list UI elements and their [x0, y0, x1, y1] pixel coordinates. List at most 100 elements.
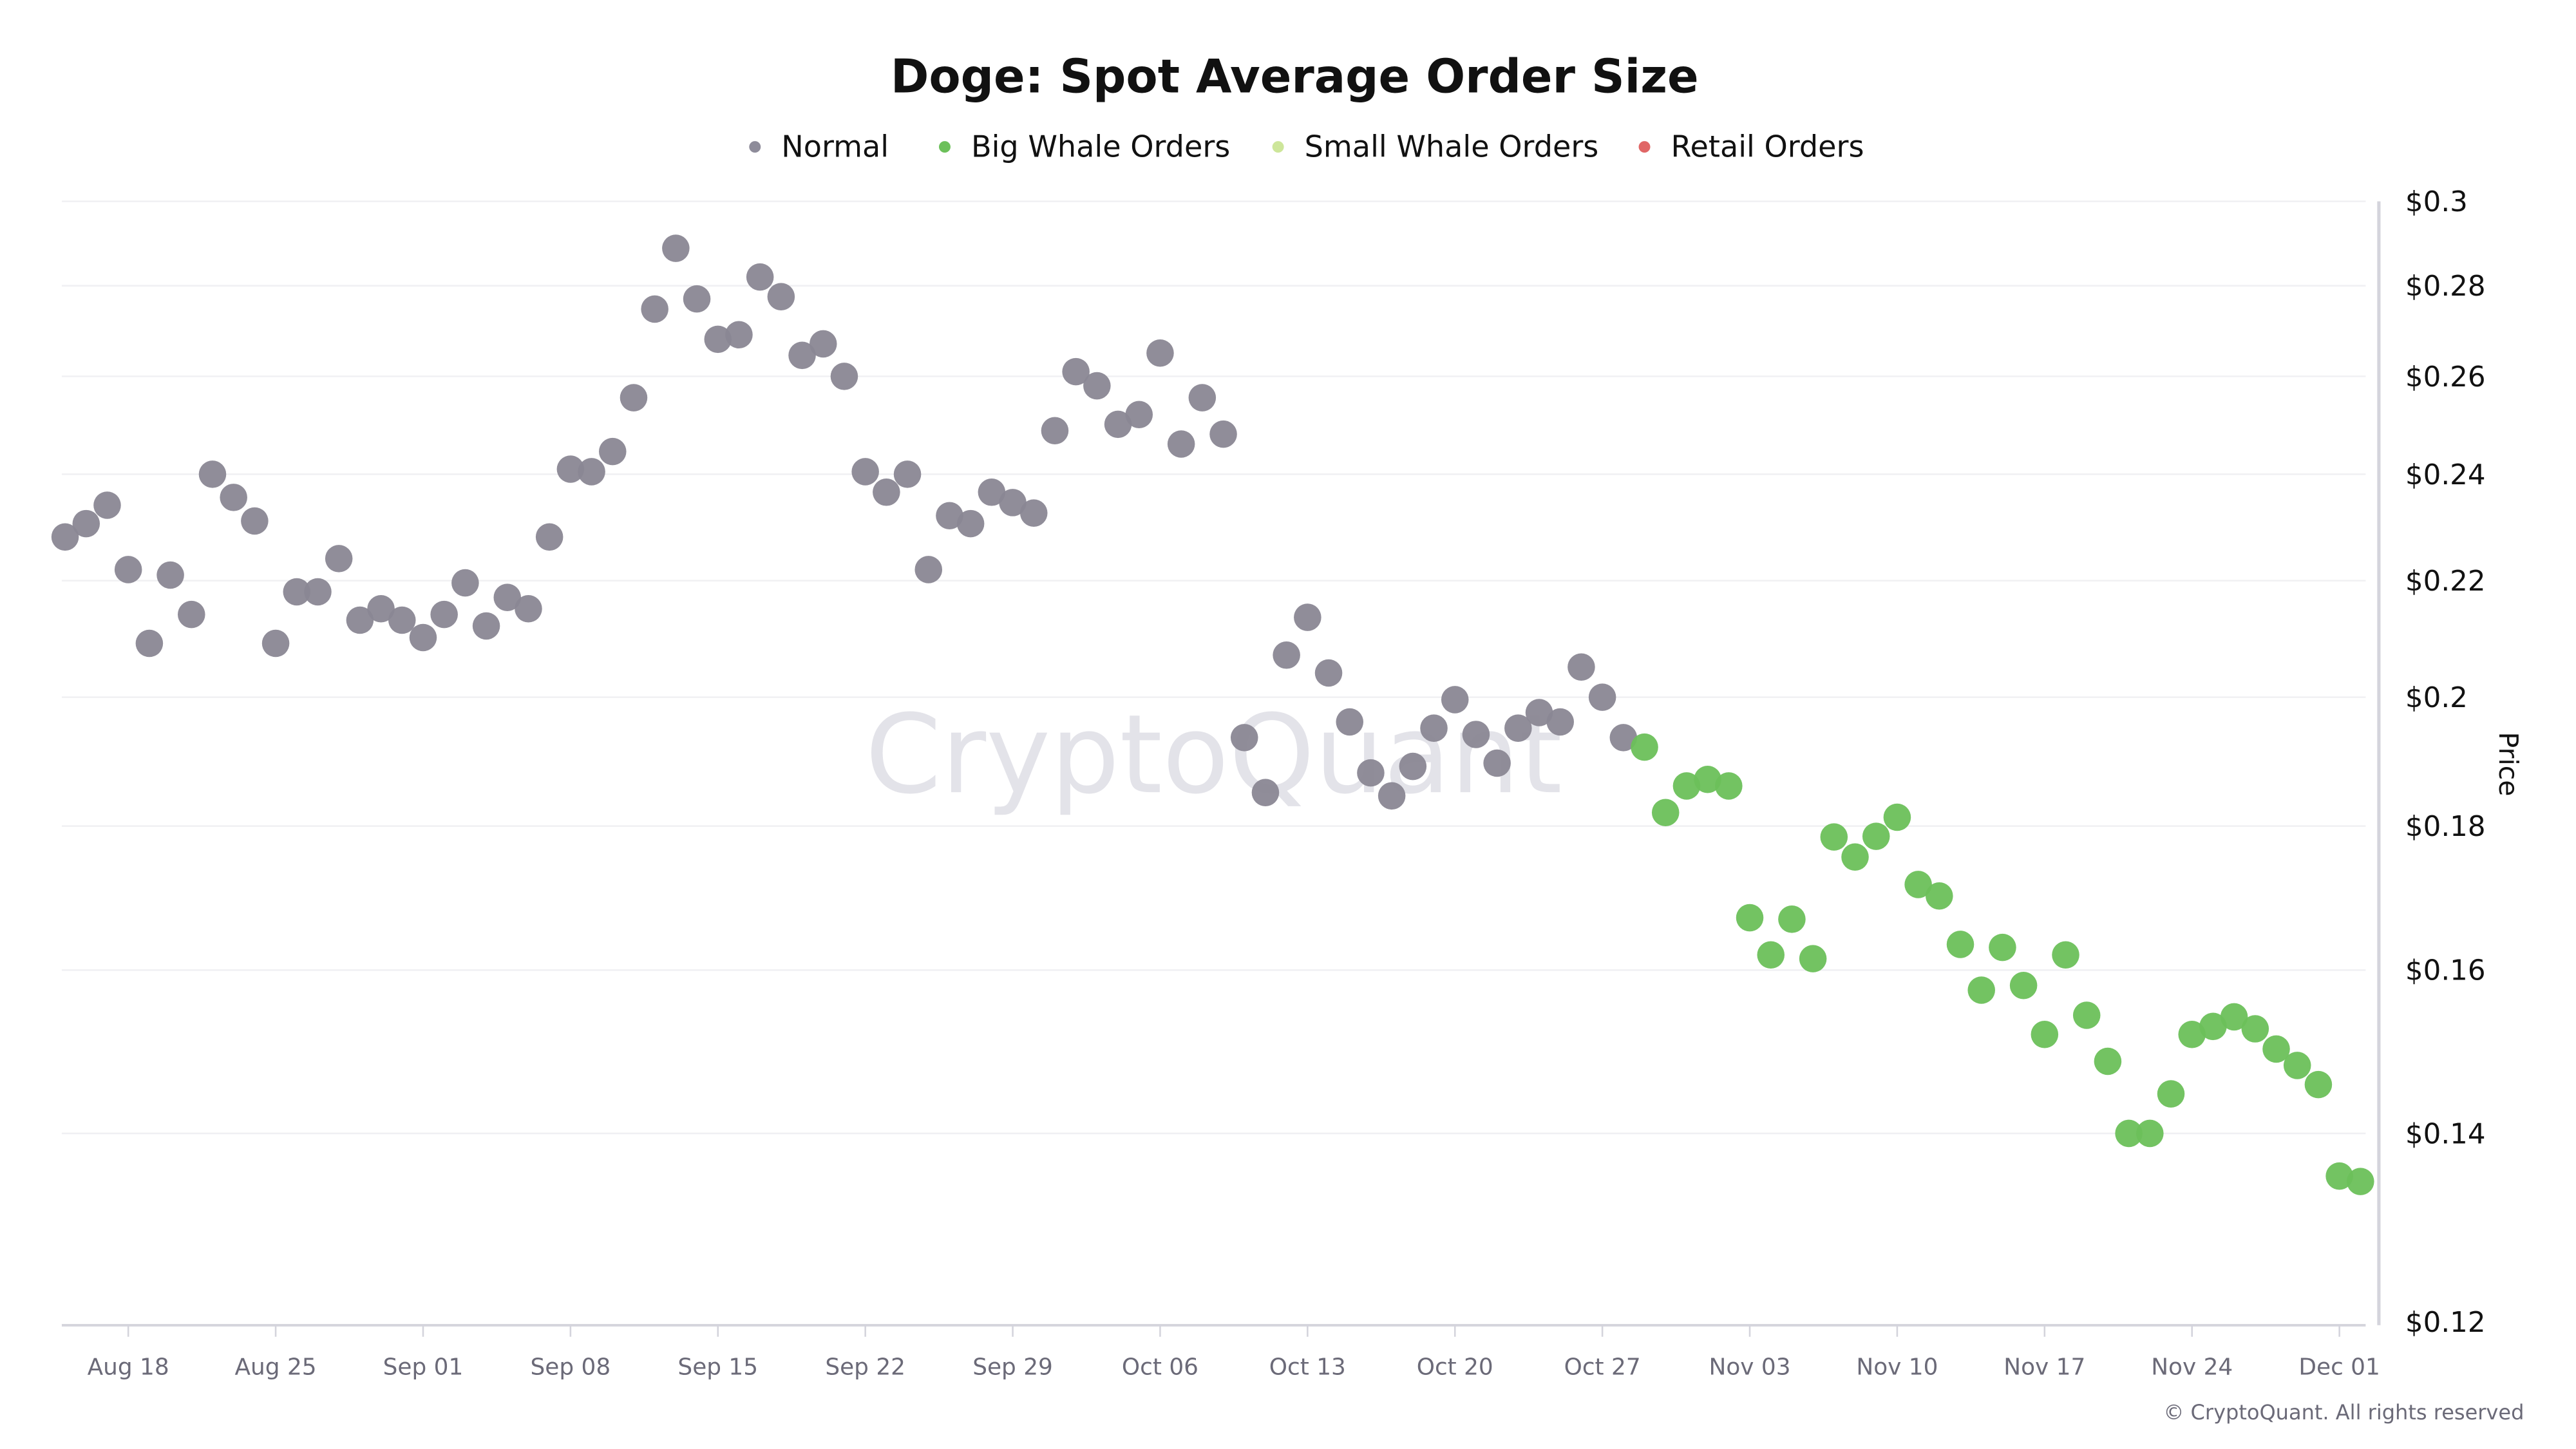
point-big-whale-orders[interactable]: [1926, 882, 1953, 910]
point-big-whale-orders[interactable]: [1736, 904, 1764, 932]
point-normal[interactable]: [704, 325, 732, 354]
point-big-whale-orders[interactable]: [2304, 1070, 2333, 1099]
point-normal[interactable]: [515, 595, 542, 623]
point-normal[interactable]: [1357, 759, 1385, 787]
point-normal[interactable]: [220, 484, 247, 511]
point-normal[interactable]: [1083, 372, 1111, 400]
point-big-whale-orders[interactable]: [2283, 1052, 2311, 1079]
point-normal[interactable]: [1146, 339, 1174, 367]
point-big-whale-orders[interactable]: [2347, 1168, 2374, 1195]
point-normal[interactable]: [1041, 417, 1069, 445]
point-big-whale-orders[interactable]: [2325, 1162, 2353, 1190]
point-normal[interactable]: [598, 437, 627, 466]
point-normal[interactable]: [72, 509, 100, 538]
point-normal[interactable]: [641, 295, 668, 323]
point-normal[interactable]: [1209, 420, 1237, 448]
point-normal[interactable]: [1314, 659, 1343, 687]
point-normal[interactable]: [893, 460, 922, 488]
point-normal[interactable]: [261, 629, 290, 658]
point-big-whale-orders[interactable]: [2220, 1003, 2248, 1031]
point-big-whale-orders[interactable]: [1778, 905, 1806, 933]
point-normal[interactable]: [620, 384, 648, 412]
point-normal[interactable]: [451, 569, 479, 597]
point-normal[interactable]: [873, 478, 900, 506]
point-normal[interactable]: [851, 458, 879, 486]
point-normal[interactable]: [325, 545, 353, 573]
point-normal[interactable]: [978, 478, 1006, 506]
point-normal[interactable]: [1504, 714, 1532, 742]
point-normal[interactable]: [1483, 749, 1511, 777]
point-normal[interactable]: [1188, 384, 1217, 412]
point-normal[interactable]: [178, 600, 205, 629]
point-normal[interactable]: [367, 595, 395, 623]
point-normal[interactable]: [241, 507, 269, 535]
point-normal[interactable]: [1336, 708, 1364, 736]
point-big-whale-orders[interactable]: [1841, 843, 1869, 871]
point-big-whale-orders[interactable]: [2052, 941, 2079, 969]
point-normal[interactable]: [409, 623, 437, 652]
point-big-whale-orders[interactable]: [2115, 1119, 2143, 1148]
point-normal[interactable]: [662, 234, 690, 262]
point-big-whale-orders[interactable]: [2199, 1012, 2227, 1041]
point-normal[interactable]: [956, 509, 985, 538]
point-normal[interactable]: [1062, 357, 1090, 386]
point-big-whale-orders[interactable]: [1904, 871, 1932, 898]
point-normal[interactable]: [51, 523, 79, 551]
point-normal[interactable]: [788, 341, 816, 370]
point-big-whale-orders[interactable]: [1862, 822, 1890, 850]
point-normal[interactable]: [304, 578, 332, 606]
point-big-whale-orders[interactable]: [1946, 931, 1975, 958]
point-big-whale-orders[interactable]: [2136, 1119, 2164, 1148]
point-normal[interactable]: [1588, 683, 1616, 711]
point-normal[interactable]: [999, 489, 1027, 516]
point-big-whale-orders[interactable]: [1820, 823, 1848, 851]
point-normal[interactable]: [725, 321, 753, 349]
point-big-whale-orders[interactable]: [1694, 765, 1721, 793]
point-normal[interactable]: [198, 460, 227, 488]
point-normal[interactable]: [1609, 724, 1638, 752]
point-normal[interactable]: [1399, 752, 1427, 781]
legend-item-small-whale-orders[interactable]: Small Whale Orders: [1272, 129, 1599, 164]
point-big-whale-orders[interactable]: [1715, 772, 1743, 800]
point-normal[interactable]: [1251, 779, 1280, 806]
legend-item-retail-orders[interactable]: Retail Orders: [1638, 129, 1864, 164]
point-normal[interactable]: [156, 561, 184, 589]
point-big-whale-orders[interactable]: [2241, 1015, 2269, 1043]
point-normal[interactable]: [1167, 430, 1195, 458]
point-normal[interactable]: [493, 583, 522, 611]
point-normal[interactable]: [830, 363, 858, 390]
point-normal[interactable]: [1125, 401, 1153, 429]
point-big-whale-orders[interactable]: [2157, 1080, 2185, 1108]
point-normal[interactable]: [135, 629, 164, 658]
point-normal[interactable]: [1420, 714, 1448, 742]
point-normal[interactable]: [430, 600, 458, 629]
point-big-whale-orders[interactable]: [1967, 976, 1995, 1004]
point-big-whale-orders[interactable]: [2031, 1021, 2059, 1048]
point-normal[interactable]: [283, 578, 311, 606]
point-normal[interactable]: [1294, 603, 1321, 631]
point-normal[interactable]: [1378, 782, 1406, 810]
point-normal[interactable]: [578, 458, 605, 486]
point-normal[interactable]: [1104, 410, 1132, 439]
point-normal[interactable]: [1525, 699, 1553, 726]
point-big-whale-orders[interactable]: [2178, 1021, 2206, 1048]
point-normal[interactable]: [535, 523, 564, 551]
point-normal[interactable]: [388, 606, 416, 634]
point-big-whale-orders[interactable]: [2009, 971, 2038, 999]
point-normal[interactable]: [936, 502, 963, 530]
point-big-whale-orders[interactable]: [1651, 799, 1680, 826]
legend-item-normal[interactable]: Normal: [749, 129, 889, 164]
point-normal[interactable]: [683, 285, 711, 313]
point-normal[interactable]: [1546, 708, 1575, 736]
point-normal[interactable]: [346, 606, 374, 634]
point-big-whale-orders[interactable]: [2072, 1001, 2101, 1029]
point-normal[interactable]: [1441, 686, 1469, 714]
point-big-whale-orders[interactable]: [1672, 772, 1701, 800]
legend-item-big-whale-orders[interactable]: Big Whale Orders: [939, 129, 1230, 164]
point-big-whale-orders[interactable]: [2262, 1035, 2290, 1063]
point-normal[interactable]: [1273, 641, 1300, 669]
point-normal[interactable]: [1019, 499, 1048, 527]
point-normal[interactable]: [914, 556, 943, 583]
point-big-whale-orders[interactable]: [1989, 933, 2016, 961]
point-normal[interactable]: [472, 612, 500, 640]
